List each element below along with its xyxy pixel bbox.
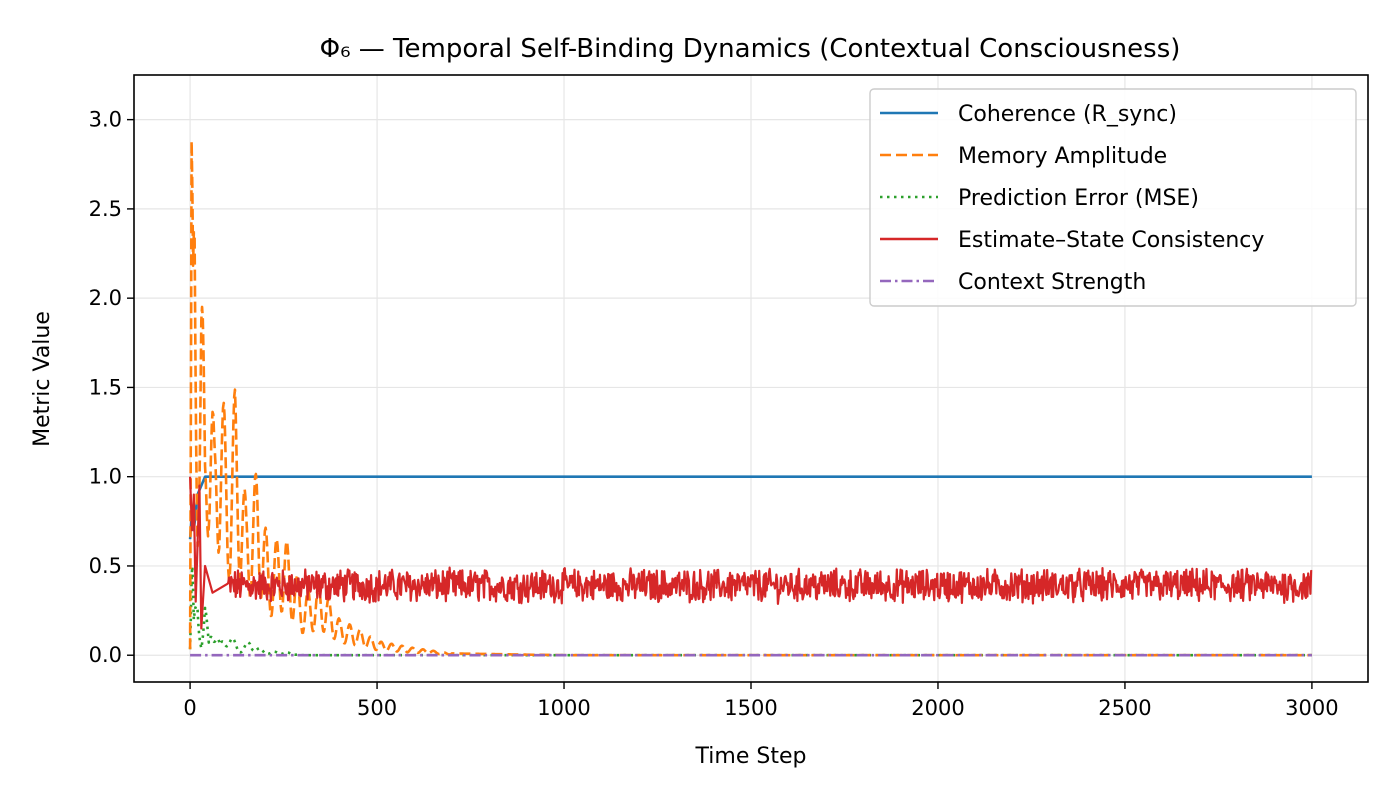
x-tick-label: 2000 [911,696,964,720]
legend: Coherence (R_sync) Memory Amplitude Predic… [869,88,1357,307]
series-layer [188,139,1313,657]
y-tick-label: 0.0 [89,643,122,667]
legend-box [869,88,1357,307]
legend-label: Estimate–State Consistency [958,228,1264,253]
y-tick-label: 0.5 [89,554,122,578]
y-axis-label: Metric Value [30,311,55,447]
x-tick-label: 500 [357,696,397,720]
x-tick-label: 3000 [1285,696,1338,720]
y-tick-label: 1.0 [89,465,122,489]
legend-label: Context Strength [958,270,1146,295]
legend-label: Coherence (R_sync) [958,102,1177,127]
legend-label: Prediction Error (MSE) [958,186,1199,211]
series-line-3 [188,476,1313,630]
legend-label: Memory Amplitude [958,144,1167,169]
x-tick-label: 2500 [1098,696,1151,720]
y-tick-label: 3.0 [89,108,122,132]
y-tick-label: 1.5 [89,375,122,399]
y-axis: 0.0 0.5 1.0 1.5 2.0 2.5 3.0 [89,108,134,667]
y-tick-label: 2.0 [89,286,122,310]
x-tick-label: 1000 [537,696,590,720]
x-axis: 0 500 1000 1500 2000 2500 3000 [183,682,1339,720]
chart-title: Φ₆ — Temporal Self-Binding Dynamics (Con… [320,34,1181,64]
x-tick-label: 0 [183,696,196,720]
x-tick-label: 1500 [724,696,777,720]
y-tick-label: 2.5 [89,197,122,221]
x-axis-label: Time Step [695,744,807,769]
